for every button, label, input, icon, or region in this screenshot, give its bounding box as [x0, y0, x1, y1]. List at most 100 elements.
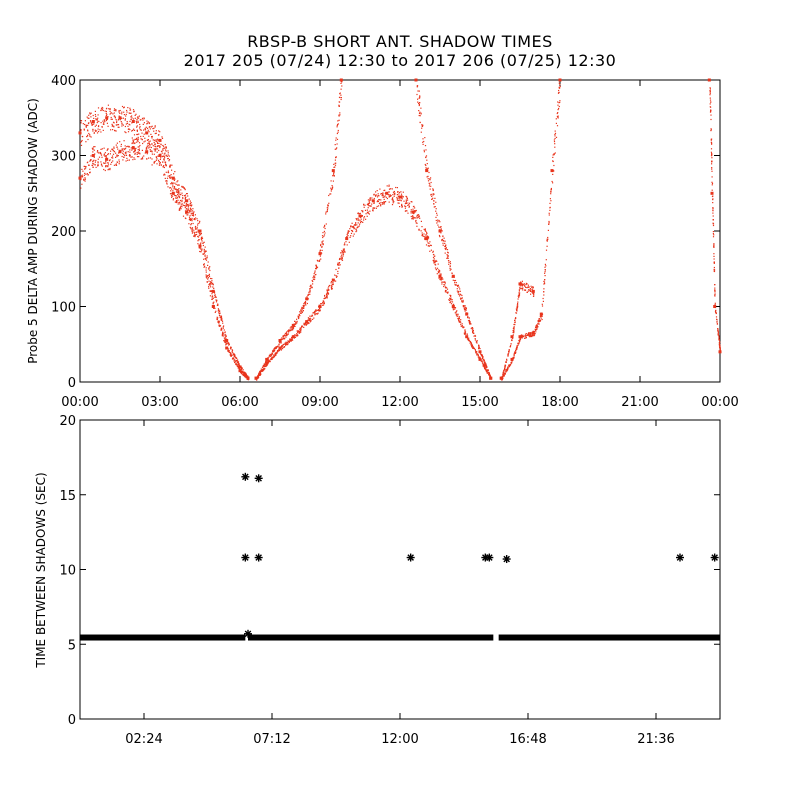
scatter-dot	[544, 266, 546, 268]
scatter-dot	[208, 274, 210, 276]
scatter-dot	[263, 363, 265, 365]
scatter-dot	[80, 179, 82, 181]
scatter-dot	[426, 159, 428, 161]
scatter-dot	[293, 335, 295, 337]
scatter-dot	[513, 354, 515, 356]
scatter-dot	[186, 210, 188, 212]
scatter-dot	[459, 290, 461, 292]
scatter-dot	[366, 211, 368, 213]
scatter-dot	[171, 182, 173, 185]
scatter-dot	[713, 270, 716, 273]
scatter-dot	[149, 128, 151, 130]
scatter-dot	[219, 312, 221, 314]
scatter-dot	[312, 276, 314, 279]
scatter-dot	[350, 232, 353, 234]
scatter-dot	[510, 362, 513, 364]
scatter-dot	[317, 260, 319, 262]
scatter-dot	[397, 195, 399, 197]
scatter-dot	[219, 316, 221, 318]
scatter-dot	[162, 144, 164, 147]
scatter-dot	[160, 144, 162, 146]
scatter-dot	[480, 352, 482, 354]
scatter-dot	[174, 188, 176, 190]
scatter-dot	[159, 154, 161, 156]
scatter-dot	[513, 331, 515, 333]
scatter-dot	[468, 322, 471, 324]
scatter-dot	[525, 284, 527, 286]
scatter-dot	[235, 357, 237, 359]
scatter-dot	[164, 161, 167, 163]
scatter-dot	[264, 365, 266, 367]
scatter-dot	[326, 294, 328, 296]
scatter-dot	[272, 350, 274, 353]
scatter-dot	[559, 101, 561, 103]
scatter-dot	[319, 250, 321, 252]
scatter-dot	[330, 281, 333, 283]
scatter-dot	[712, 223, 714, 225]
scatter-dot	[307, 319, 309, 321]
scatter-dot	[346, 234, 348, 236]
scatter-dot	[263, 364, 265, 366]
scatter-dot	[181, 203, 183, 205]
scatter-dot	[184, 195, 186, 197]
scatter-dot	[191, 227, 194, 229]
scatter-dot	[92, 114, 94, 117]
scatter-dot	[105, 156, 107, 158]
scatter-dot	[711, 192, 714, 194]
scatter-dot	[110, 116, 112, 119]
scatter-dot	[480, 360, 482, 362]
scatter-dot	[444, 248, 446, 250]
scatter-dot	[524, 335, 526, 337]
scatter-dot	[95, 124, 97, 126]
scatter-dot	[109, 159, 111, 161]
scatter-dot	[178, 208, 180, 210]
scatter-dot	[146, 139, 148, 141]
scatter-dot	[554, 152, 556, 154]
scatter-dot	[477, 354, 479, 356]
scatter-dot	[124, 154, 126, 157]
scatter-dot	[527, 290, 529, 292]
scatter-dot	[536, 326, 538, 328]
scatter-dot	[133, 157, 135, 159]
scatter-dot	[711, 170, 713, 172]
scatter-dot	[88, 132, 90, 135]
scatter-dot	[224, 341, 226, 344]
scatter-dot	[172, 186, 174, 188]
scatter-dot	[338, 96, 341, 98]
scatter-dot	[531, 333, 533, 335]
scatter-dot	[342, 253, 345, 255]
scatter-dot	[342, 255, 344, 257]
scatter-dot	[538, 319, 540, 322]
scatter-dot	[268, 359, 270, 361]
scatter-dot	[135, 147, 137, 149]
scatter-dot	[475, 351, 477, 353]
scatter-dot	[297, 330, 299, 332]
scatter-dot	[360, 222, 362, 224]
scatter-dot	[327, 205, 329, 207]
scatter-dot	[319, 251, 321, 253]
scatter-dot	[516, 304, 518, 306]
scatter-dot	[92, 151, 94, 153]
scatter-dot	[103, 168, 105, 171]
scatter-dot	[129, 129, 131, 131]
scatter-dot	[105, 158, 107, 160]
scatter-dot	[202, 242, 204, 244]
scatter-dot	[712, 233, 714, 235]
scatter-dot	[470, 342, 473, 345]
scatter-dot	[267, 362, 269, 364]
scatter-dot	[325, 296, 328, 298]
scatter-dot	[271, 352, 273, 354]
scatter-dot	[211, 293, 213, 295]
scatter-dot	[221, 320, 224, 322]
scatter-dot	[188, 209, 190, 211]
scatter-dot	[111, 112, 113, 114]
scatter-dot	[150, 133, 152, 135]
scatter-dot	[207, 261, 209, 263]
scatter-dot	[289, 340, 291, 342]
scatter-dot	[472, 330, 474, 332]
scatter-dot	[458, 317, 460, 319]
scatter-dot	[101, 109, 103, 111]
scatter-dot	[357, 212, 359, 214]
scatter-dot	[127, 145, 129, 147]
scatter-dot	[556, 112, 558, 115]
